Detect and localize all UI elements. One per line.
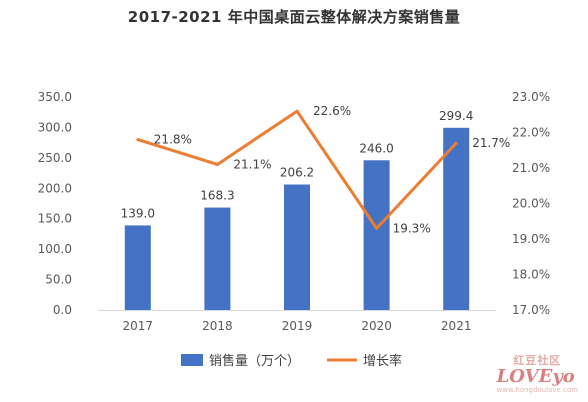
bar-value-label: 246.0 [359, 141, 393, 155]
bar-value-label: 168.3 [200, 189, 234, 203]
bar [284, 184, 310, 310]
growth-rate-label: 19.3% [393, 221, 431, 235]
y-right-tick-label: 21.0% [512, 161, 550, 175]
bar-value-label: 206.2 [280, 166, 314, 180]
bar [443, 127, 470, 310]
bar [124, 225, 151, 310]
y-left-tick-label: 150.0 [38, 212, 72, 226]
x-tick-label: 2020 [361, 319, 392, 333]
y-left-tick-label: 250.0 [38, 151, 72, 165]
y-right-tick-label: 17.0% [512, 303, 550, 317]
bar-value-label: 299.4 [439, 109, 473, 123]
y-left-tick-label: 200.0 [38, 181, 72, 195]
x-tick-label: 2021 [441, 319, 472, 333]
growth-rate-point [454, 141, 458, 145]
legend-line-label: 增长率 [363, 353, 402, 369]
y-left-tick-label: 50.0 [45, 273, 72, 287]
y-right-tick-label: 23.0% [512, 90, 550, 104]
watermark-top-text: 红豆社区 [513, 354, 562, 367]
watermark-url: www.hongdoulove.com [496, 386, 578, 394]
y-left-tick-label: 350.0 [38, 90, 72, 104]
watermark-logo: 红豆社区 LOVEyo www.hongdoulove.com [497, 352, 578, 394]
watermark-brand-text: LOVEyo [496, 366, 575, 387]
y-right-tick-label: 20.0% [512, 197, 550, 211]
x-tick-label: 2019 [282, 319, 313, 333]
bar-value-label: 139.0 [121, 206, 155, 220]
y-left-tick-label: 0.0 [53, 303, 72, 317]
growth-rate-label: 22.6% [313, 104, 351, 118]
bar [363, 160, 390, 310]
legend-bar-label: 销售量（万个） [209, 353, 300, 369]
bar [204, 207, 231, 310]
y-right-tick-label: 18.0% [512, 268, 550, 282]
y-right-tick-label: 22.0% [512, 126, 550, 140]
y-left-tick-label: 100.0 [38, 242, 72, 256]
x-tick-label: 2018 [202, 319, 233, 333]
growth-rate-point [295, 109, 299, 113]
growth-rate-point [375, 226, 379, 230]
growth-rate-point [215, 162, 219, 166]
x-tick-label: 2017 [123, 319, 154, 333]
chart-title: 2017-2021 年中国桌面云整体解决方案销售量 [127, 8, 461, 26]
growth-rate-label: 21.7% [472, 136, 510, 150]
growth-rate-label: 21.8% [154, 133, 192, 147]
legend-bar-swatch [181, 354, 203, 366]
growth-rate-point [136, 138, 140, 142]
y-left-tick-label: 300.0 [38, 120, 72, 134]
y-right-tick-label: 19.0% [512, 232, 550, 246]
growth-rate-label: 21.1% [233, 157, 271, 171]
